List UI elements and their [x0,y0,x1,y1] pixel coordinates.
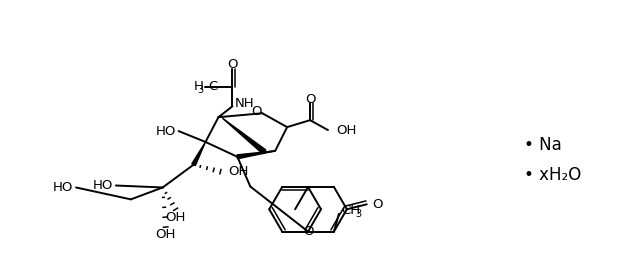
Text: HO: HO [52,181,73,194]
Polygon shape [237,151,275,159]
Text: O: O [303,225,314,238]
Text: OH: OH [228,165,249,178]
Text: C: C [209,80,218,93]
Text: 3: 3 [197,85,204,95]
Text: O: O [372,198,382,211]
Text: OH: OH [166,211,186,224]
Text: CH: CH [341,204,360,217]
Text: O: O [305,93,316,106]
Text: HO: HO [156,125,175,138]
Polygon shape [223,118,266,154]
Text: • Na: • Na [524,136,562,154]
Text: O: O [251,105,262,118]
Text: NH: NH [234,97,254,110]
Text: O: O [227,58,237,71]
Polygon shape [192,142,205,165]
Text: OH: OH [156,227,176,241]
Text: OH: OH [336,124,356,136]
Text: 3: 3 [355,209,361,219]
Text: HO: HO [93,179,113,192]
Text: • xH₂O: • xH₂O [524,165,581,184]
Text: H: H [194,80,204,93]
